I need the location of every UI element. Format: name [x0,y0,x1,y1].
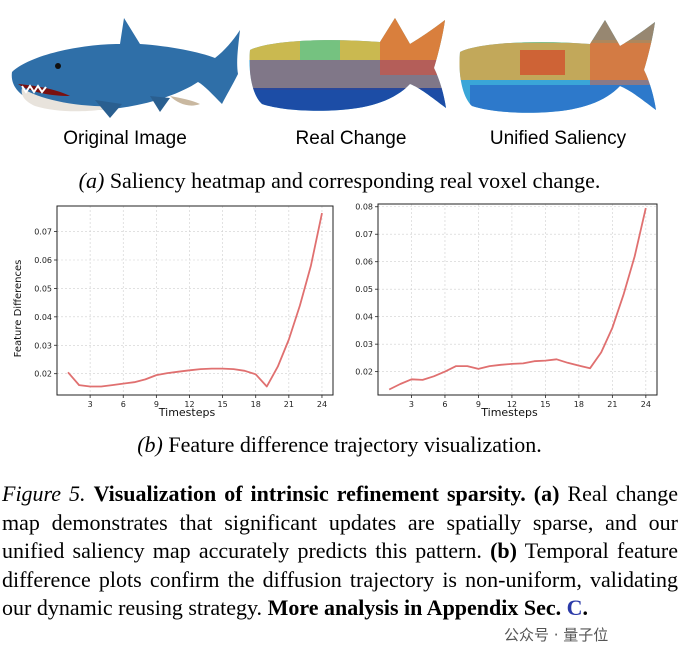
x-tick-label: 24 [317,400,327,409]
subcaption-b: (b) Feature difference trajectory visual… [0,432,679,458]
figure-label: Figure 5. [2,481,86,506]
y-tick-label: 0.04 [355,313,373,322]
y-tick-label: 0.05 [355,285,373,294]
caption-a-tag: (a) [533,481,560,506]
appendix-link[interactable]: C [566,595,583,620]
panel-a-images [11,18,656,118]
x-tick-label: 6 [442,400,447,409]
x-tick-label: 3 [88,400,93,409]
subcaption-b-tag: (b) [137,432,163,457]
x-tick-label: 24 [641,400,651,409]
y-tick-label: 0.05 [34,284,52,293]
y-tick-label: 0.08 [355,203,373,212]
series-line-0 [67,212,323,388]
x-tick-label: 15 [218,400,228,409]
x-tick-label: 6 [121,400,126,409]
y-tick-label: 0.03 [34,341,52,350]
plot-frame [377,203,658,396]
subcaption-a-tag: (a) [78,168,105,193]
chart-left: 3 6 9 12 15 18 21 24 0.02 0.03 0.04 0.05 0.06 0.07 Tim… [13,205,334,418]
x-tick-label: 3 [409,400,414,409]
chart-right: 3 6 9 12 15 18 21 24 0.02 0.03 0.04 0.05 0.06 0.07 0.0… [355,203,658,418]
x-axis-label: Timesteps [480,406,538,418]
y-tick-label: 0.06 [34,256,52,265]
y-tick-label: 0.04 [34,313,52,322]
label-original-image: Original Image [63,128,187,149]
unified-saliency-heatmap [459,20,656,113]
original-shark-image [11,18,241,118]
label-unified-saliency: Unified Saliency [489,128,627,149]
watermark: 公众号 · 量子位 [500,623,613,646]
y-tick-label: 0.03 [355,340,373,349]
y-axis-label: Feature Differences [13,260,24,358]
figure-caption: Figure 5. Visualization of intrinsic ref… [2,480,678,623]
y-tick-label: 0.02 [355,368,373,377]
label-real-change: Real Change [295,128,407,149]
y-tick-label: 0.06 [355,258,373,267]
plot-frame [56,205,334,396]
x-axis-label: Timesteps [158,406,216,418]
caption-more-analysis: More analysis in Appendix Sec. [267,595,562,620]
x-tick-label: 21 [607,400,617,409]
x-tick-label: 21 [284,400,294,409]
y-tick-label: 0.07 [355,230,373,239]
caption-title: Visualization of intrinsic refinement sp… [93,481,526,506]
caption-b-tag: (b) [490,538,517,563]
caption-b-text: Temporal feature difference plots confir… [2,538,678,620]
caption-a-text: Real change map demonstrates that signif… [2,481,679,563]
x-tick-label: 12 [507,400,517,409]
subcaption-a: (a) Saliency heatmap and corresponding r… [0,168,679,194]
series-line-0 [388,207,647,391]
real-change-heatmap [249,18,446,111]
x-tick-label: 9 [154,400,159,409]
x-tick-label: 18 [251,400,261,409]
x-tick-label: 18 [574,400,584,409]
subcaption-b-text: Feature difference trajectory visualizat… [162,432,542,457]
x-tick-label: 12 [184,400,194,409]
x-tick-label: 9 [476,400,481,409]
y-tick-label: 0.07 [34,228,52,237]
y-tick-label: 0.02 [34,370,52,379]
caption-end: . [582,595,589,620]
x-tick-label: 15 [540,400,550,409]
subcaption-a-text: Saliency heatmap and corresponding real … [104,168,601,193]
